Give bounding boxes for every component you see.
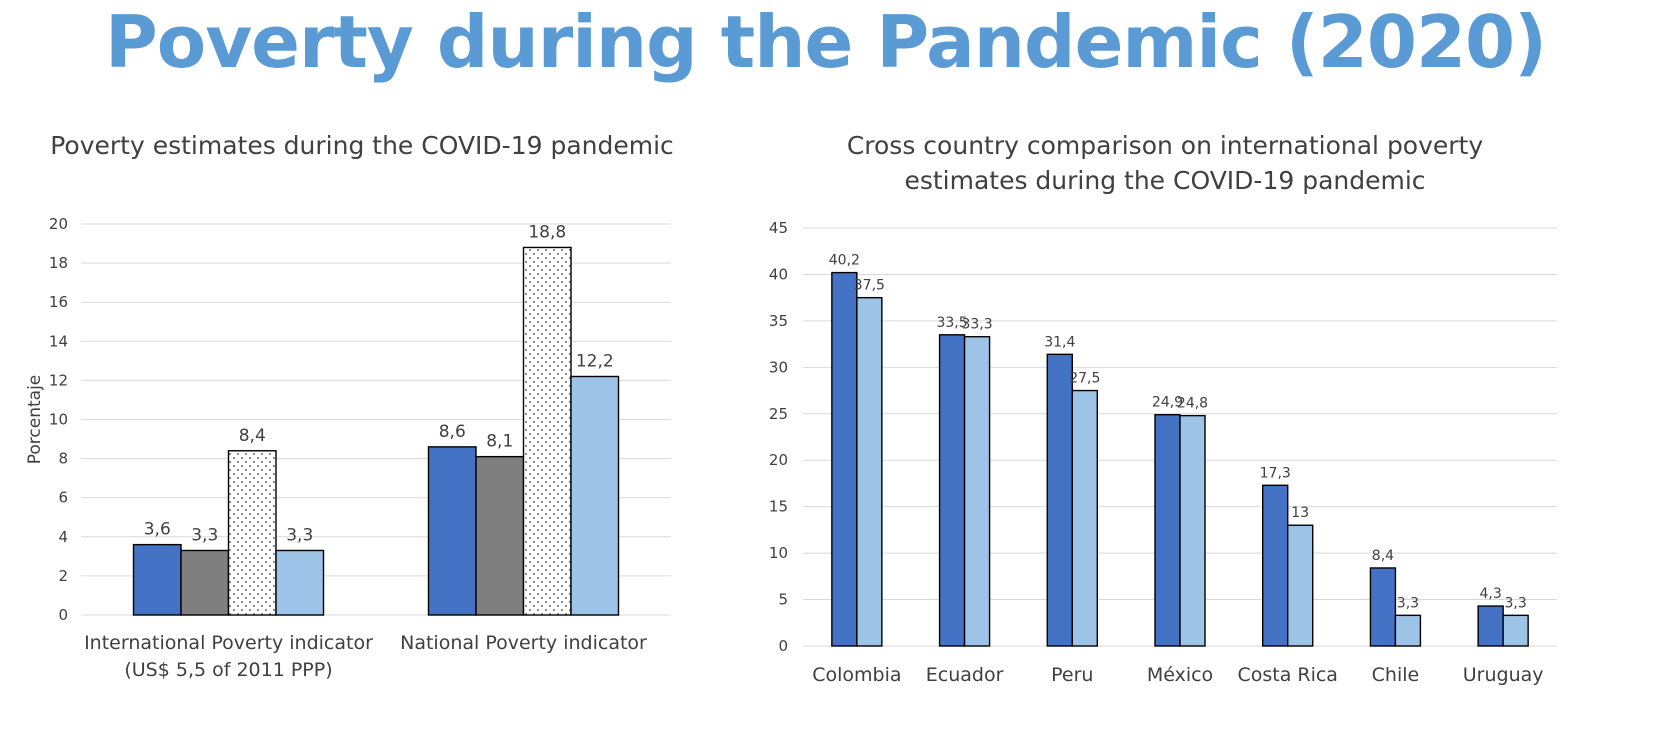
data-label: 12,2 xyxy=(576,351,614,371)
bar xyxy=(522,246,572,616)
y-tick-label: 10 xyxy=(769,544,788,562)
category-label: Peru xyxy=(1051,664,1093,686)
bar xyxy=(427,446,477,616)
y-tick-label: 12 xyxy=(49,371,68,389)
category-label: Costa Rica xyxy=(1237,664,1338,686)
y-tick-label: 4 xyxy=(58,528,68,546)
bar xyxy=(570,375,620,616)
y-tick-label: 0 xyxy=(58,606,68,624)
y-tick-label: 20 xyxy=(769,451,788,469)
bar xyxy=(227,450,277,616)
y-tick-label: 8 xyxy=(58,450,68,468)
data-label: 3,3 xyxy=(286,525,313,545)
y-tick-label: 2 xyxy=(58,567,68,585)
data-label: 24,8 xyxy=(1177,396,1208,412)
y-tick-label: 15 xyxy=(769,498,788,516)
bar xyxy=(1179,414,1206,647)
category-label: Uruguay xyxy=(1463,664,1544,686)
category-label: National Poverty indicator xyxy=(400,632,647,654)
page-title: Poverty during the Pandemic (2020) xyxy=(105,0,1547,84)
bar xyxy=(938,334,966,647)
y-tick-label: 20 xyxy=(49,215,68,233)
bar xyxy=(275,549,325,616)
bar xyxy=(1502,614,1529,647)
bar xyxy=(180,549,230,616)
chart-title: Cross country comparison on internationa… xyxy=(847,131,1484,195)
data-label: 40,2 xyxy=(829,253,860,269)
y-tick-label: 18 xyxy=(49,254,68,272)
category-label: International Poverty indicator (US$ 5,5 … xyxy=(84,632,373,681)
data-label: 8,4 xyxy=(239,426,266,446)
y-tick-label: 40 xyxy=(769,265,788,283)
y-tick-label: 35 xyxy=(769,312,788,330)
y-tick-label: 6 xyxy=(58,489,68,507)
data-label: 8,1 xyxy=(486,432,513,452)
y-tick-label: 16 xyxy=(49,293,68,311)
chart-title: Poverty estimates during the COVID-19 pa… xyxy=(50,131,674,160)
right-chart: Cross country comparison on internationa… xyxy=(769,131,1557,686)
category-label: México xyxy=(1147,664,1213,686)
bar xyxy=(856,296,883,647)
data-label: 31,4 xyxy=(1044,334,1075,350)
bar xyxy=(1071,389,1098,647)
y-tick-label: 0 xyxy=(778,637,788,655)
y-tick-label: 25 xyxy=(769,405,788,423)
bar xyxy=(1262,484,1289,647)
y-tick-label: 45 xyxy=(769,219,788,237)
bar xyxy=(1477,605,1504,647)
bar xyxy=(963,335,991,647)
data-label: 3,3 xyxy=(191,525,218,545)
y-axis-label: Porcentaje xyxy=(25,375,45,465)
y-tick-label: 5 xyxy=(778,591,788,609)
data-label: 37,5 xyxy=(854,278,885,294)
data-label: 8,4 xyxy=(1372,548,1394,564)
bar xyxy=(475,455,525,616)
data-label: 24,9 xyxy=(1152,395,1183,411)
data-label: 27,5 xyxy=(1069,371,1100,387)
data-label: 18,8 xyxy=(528,222,566,242)
data-label: 3,6 xyxy=(144,520,171,540)
bar xyxy=(132,543,182,616)
category-label: Ecuador xyxy=(926,664,1004,686)
bar xyxy=(831,271,858,647)
data-label: 33,5 xyxy=(936,315,967,331)
category-label: Colombia xyxy=(812,664,901,686)
bar xyxy=(1394,614,1422,647)
y-tick-label: 14 xyxy=(49,332,68,350)
data-label: 33,3 xyxy=(961,317,992,333)
data-label: 13 xyxy=(1291,505,1309,521)
category-label: Chile xyxy=(1372,664,1420,686)
data-label: 4,3 xyxy=(1480,586,1502,602)
y-tick-label: 10 xyxy=(49,411,68,429)
data-label: 8,6 xyxy=(439,422,466,442)
y-tick-label: 30 xyxy=(769,358,788,376)
left-chart: Poverty estimates during the COVID-19 pa… xyxy=(25,131,674,681)
bar xyxy=(1369,567,1397,647)
bar xyxy=(1154,414,1181,647)
data-label: 17,3 xyxy=(1260,465,1291,481)
bar xyxy=(1287,524,1314,647)
data-label: 3,3 xyxy=(1505,595,1527,611)
bar xyxy=(1046,353,1073,647)
data-label: 3,3 xyxy=(1397,595,1419,611)
